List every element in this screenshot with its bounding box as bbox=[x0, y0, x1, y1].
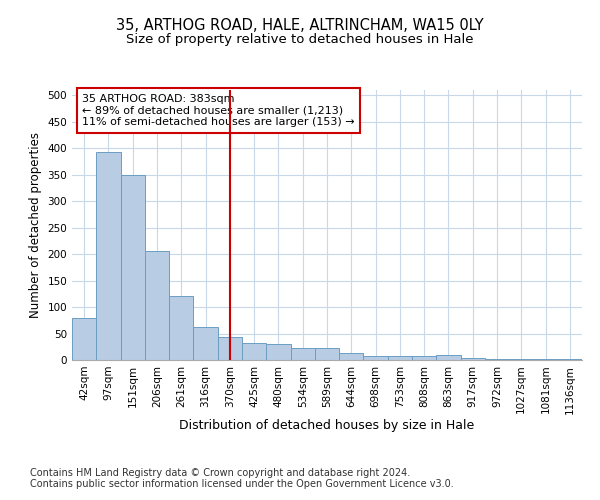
Text: Size of property relative to detached houses in Hale: Size of property relative to detached ho… bbox=[126, 32, 474, 46]
Bar bbox=[96, 152, 121, 360]
Bar bbox=[364, 356, 388, 360]
Bar bbox=[193, 326, 218, 360]
Text: 35, ARTHOG ROAD, HALE, ALTRINCHAM, WA15 0LY: 35, ARTHOG ROAD, HALE, ALTRINCHAM, WA15 … bbox=[116, 18, 484, 32]
Bar bbox=[412, 356, 436, 360]
Bar bbox=[436, 354, 461, 360]
Bar bbox=[218, 336, 242, 360]
Bar bbox=[266, 344, 290, 360]
Bar bbox=[145, 252, 169, 360]
Bar bbox=[290, 348, 315, 360]
Text: Contains HM Land Registry data © Crown copyright and database right 2024.: Contains HM Land Registry data © Crown c… bbox=[30, 468, 410, 477]
Bar bbox=[242, 343, 266, 360]
Bar bbox=[339, 353, 364, 360]
Bar bbox=[315, 348, 339, 360]
Text: Contains public sector information licensed under the Open Government Licence v3: Contains public sector information licen… bbox=[30, 479, 454, 489]
Text: 35 ARTHOG ROAD: 383sqm
← 89% of detached houses are smaller (1,213)
11% of semi-: 35 ARTHOG ROAD: 383sqm ← 89% of detached… bbox=[82, 94, 355, 127]
Y-axis label: Number of detached properties: Number of detached properties bbox=[29, 132, 42, 318]
Bar bbox=[485, 359, 509, 360]
Bar bbox=[72, 318, 96, 360]
Bar bbox=[461, 358, 485, 360]
Bar bbox=[121, 174, 145, 360]
Bar bbox=[169, 296, 193, 360]
Bar bbox=[388, 356, 412, 360]
X-axis label: Distribution of detached houses by size in Hale: Distribution of detached houses by size … bbox=[179, 419, 475, 432]
